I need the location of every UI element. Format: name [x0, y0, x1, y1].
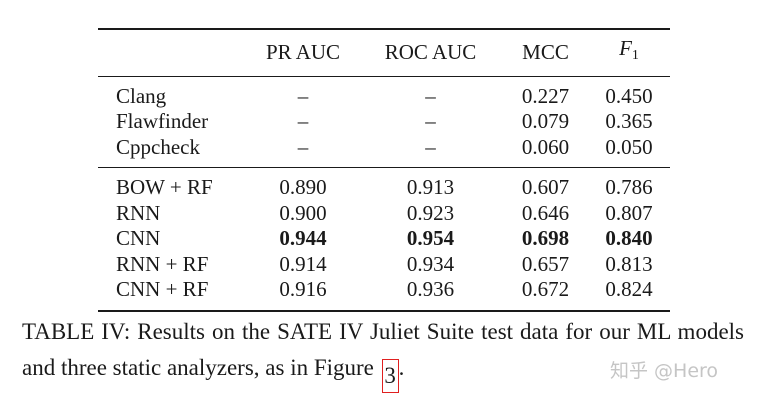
f1-cell: 0.824	[605, 277, 653, 301]
figure-ref-link[interactable]: 3	[381, 359, 399, 393]
model-name-cell: Flawfinder	[116, 109, 209, 133]
pr-auc-cell: 0.890	[279, 175, 327, 199]
mcc-cell: 0.227	[521, 83, 570, 108]
pr-auc-cell: 0.944	[279, 226, 327, 250]
f1-cell: 0.813	[605, 251, 653, 276]
mcc-cell: 0.646	[521, 200, 570, 225]
model-name-cell: CNN + RF	[116, 277, 209, 301]
f1-cell: 0.450	[605, 83, 653, 108]
table-row: CNN 0.944 0.954 0.698 0.840	[98, 226, 670, 252]
f1-cell: 0.807	[605, 200, 653, 225]
caption-end: .	[398, 355, 405, 380]
table-caption: TABLE IV: Results on the SATE IV Juliet …	[22, 314, 744, 393]
pr-auc-cell: –	[297, 83, 309, 108]
roc-auc-cell: 0.936	[406, 277, 455, 301]
roc-auc-cell: –	[425, 109, 436, 133]
roc-auc-cell: 0.934	[406, 251, 455, 276]
f1-cell: 0.365	[605, 109, 653, 133]
header-roc-auc: ROC AUC	[384, 39, 477, 64]
f1-symbol: F	[619, 36, 632, 60]
mcc-cell: 0.060	[521, 134, 570, 159]
model-name-cell: CNN	[116, 226, 161, 250]
results-table: PR AUC ROC AUC MCC F1 Clang – –0.227 0.450 F…	[98, 28, 670, 312]
table-row: RNN 0.900 0.923 0.646 0.807	[98, 201, 670, 227]
header-model	[98, 29, 248, 76]
f1-cell: 0.786	[605, 175, 653, 199]
table-row: Flawfinder – – 0.079 0.365	[98, 109, 670, 135]
mcc-cell: 0.607	[521, 175, 570, 199]
roc-auc-cell: –	[425, 134, 436, 159]
header-f1: F1	[588, 29, 670, 76]
f1-cell: 0.050	[605, 134, 653, 159]
ml-models-group: BOW + RF 0.890 0.913 0.607 0.786 RNN 0.900 0.92…	[98, 167, 670, 311]
model-name-cell: RNN	[116, 200, 161, 225]
pr-auc-cell: 0.914	[279, 251, 327, 276]
roc-auc-cell: 0.923	[406, 200, 455, 225]
pr-auc-cell: –	[297, 109, 309, 133]
watermark: 知乎 @Hero	[610, 360, 719, 382]
static-analyzers-group: Clang – –0.227 0.450 Flawfinder – –0.079 0.365 C…	[98, 76, 670, 168]
caption-text: TABLE IV: Results on the SATE IV Juliet …	[22, 319, 744, 380]
roc-auc-cell: 0.954	[406, 226, 455, 250]
table-row: Clang – – 0.227 0.450	[98, 76, 670, 109]
table-row: Cppcheck – – 0.060 0.050	[98, 135, 670, 168]
model-name-cell: Clang	[116, 83, 167, 108]
header-pr-auc: PR AUC	[265, 39, 341, 64]
table-row: CNN + RF 0.916 0.936 0.672 0.824	[98, 277, 670, 311]
header-row: PR AUC ROC AUC MCC F1	[98, 29, 670, 76]
f1-subscript: 1	[631, 48, 639, 63]
roc-auc-cell: 0.913	[406, 175, 455, 199]
mcc-cell: 0.698	[521, 226, 570, 250]
model-name-cell: Cppcheck	[116, 134, 200, 159]
pr-auc-cell: 0.916	[279, 277, 327, 301]
results-table-block: PR AUC ROC AUC MCC F1 Clang – –0.227 0.450 F…	[98, 28, 670, 312]
mcc-cell: 0.672	[521, 277, 570, 301]
mcc-cell: 0.079	[521, 109, 570, 133]
table-row: RNN + RF 0.914 0.934 0.657 0.813	[98, 252, 670, 278]
roc-auc-cell: –	[425, 83, 436, 108]
model-name-cell: BOW + RF	[116, 175, 213, 199]
mcc-cell: 0.657	[521, 251, 570, 276]
table-row: BOW + RF 0.890 0.913 0.607 0.786	[98, 168, 670, 201]
header-mcc: MCC	[522, 39, 569, 64]
pr-auc-cell: –	[297, 134, 309, 159]
model-name-cell: RNN + RF	[116, 251, 209, 276]
f1-cell: 0.840	[605, 226, 653, 250]
pr-auc-cell: 0.900	[279, 200, 327, 225]
